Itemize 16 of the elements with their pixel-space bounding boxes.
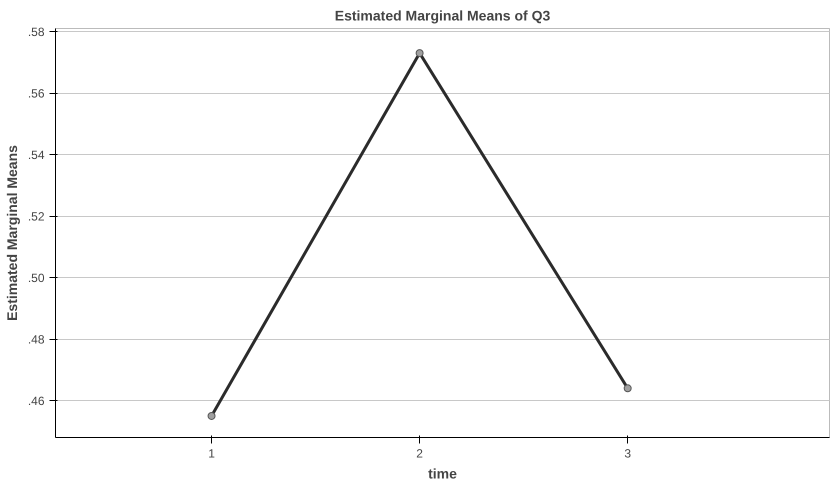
y-tick-label: .48 — [28, 332, 45, 347]
point — [624, 384, 632, 392]
point — [416, 49, 424, 58]
point — [208, 412, 216, 420]
y-axis-title: Estimated Marginal Means — [4, 144, 20, 321]
y-tick-label: .50 — [28, 271, 45, 286]
x-axis-title: time — [428, 466, 458, 482]
y-tick-label: .52 — [28, 210, 45, 224]
chart-title: Estimated Marginal Means of Q3 — [334, 8, 550, 24]
x-tick-label: 2 — [416, 446, 424, 460]
x-tick-label: 1 — [208, 446, 216, 460]
y-tick-label: .58 — [28, 25, 45, 40]
y-tick-label: .54 — [28, 148, 45, 162]
y-tick-label: .56 — [28, 86, 45, 101]
y-tick-label: .46 — [28, 394, 45, 408]
x-tick-label: 3 — [624, 446, 632, 460]
